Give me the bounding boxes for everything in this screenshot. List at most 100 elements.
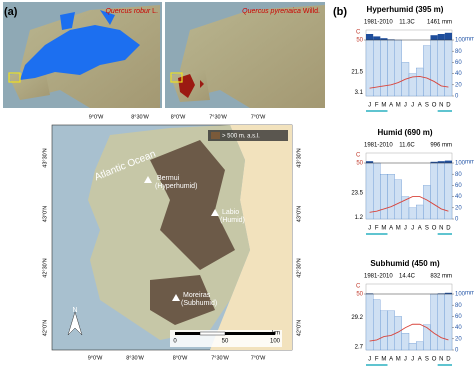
panel-label: (a) <box>4 6 18 18</box>
precip-bar <box>387 39 395 97</box>
period: 1981-2010 <box>364 143 393 149</box>
lon-label: 9°0'W <box>89 114 104 120</box>
precip-unit: mm <box>465 37 474 43</box>
month-label: S <box>425 103 429 109</box>
temp-unit: C <box>356 153 361 159</box>
mean-temp: 11.3C <box>399 20 415 26</box>
precip-tick-label: 60 <box>455 60 462 66</box>
month-label: J <box>411 103 414 109</box>
lat-label: 43°30'N <box>296 148 302 167</box>
month-label: D <box>446 103 451 109</box>
precip-tick-label: 0 <box>455 217 459 223</box>
month-label: M <box>396 226 401 232</box>
max-temp-label: 29.2 <box>351 315 363 321</box>
species: Quercus pyrenaica <box>242 8 301 15</box>
frost-strip <box>366 110 388 112</box>
precip-tick-label: 40 <box>455 325 462 331</box>
diagram-title: Humid (690 m) <box>377 128 432 137</box>
precip-bar <box>437 162 445 220</box>
month-label: N <box>439 226 443 232</box>
scale-unit: km <box>272 331 280 337</box>
lat-label: 43°0'N <box>42 206 48 222</box>
precip-excess <box>380 38 388 40</box>
month-label: A <box>389 103 393 109</box>
frost-strip <box>437 233 452 235</box>
precip-tick-label: 80 <box>455 172 462 178</box>
climate-diagrams: Hyperhumid (395 m) 1981-2010 11.3C 1461 mm 0… <box>351 5 474 366</box>
map-title: Quercus pyrenaica Willd. <box>242 8 320 15</box>
frost-strip <box>366 364 388 366</box>
lat-label: 43°0'N <box>296 206 302 222</box>
lon-label: 7°0'W <box>251 114 266 120</box>
temp-tick-label: 50 <box>356 292 363 298</box>
precip-bar <box>416 341 424 351</box>
precip-tick-label: 0 <box>455 348 459 354</box>
precip-tick-label: 60 <box>455 183 462 189</box>
annual-precip: 832 mm <box>430 274 452 280</box>
precip-bar <box>416 67 424 97</box>
period: 1981-2010 <box>364 274 393 280</box>
month-label: D <box>446 226 451 232</box>
precip-excess <box>444 292 452 294</box>
scale-label: 50 <box>222 339 229 345</box>
site-name: Labio <box>222 209 239 216</box>
month-label: F <box>375 357 379 363</box>
site-name: Bermui <box>157 175 180 182</box>
precip-bar <box>444 293 453 351</box>
month-label: S <box>425 357 429 363</box>
month-label: F <box>375 103 379 109</box>
precip-bar <box>394 179 402 220</box>
month-label: J <box>404 103 407 109</box>
map-galicia <box>51 124 293 351</box>
precip-bar <box>430 39 438 97</box>
precip-bar <box>387 310 395 351</box>
author: L. <box>152 8 158 15</box>
author: Willd. <box>303 8 320 15</box>
lat-label: 42°30'N <box>42 258 48 277</box>
max-temp-label: 21.5 <box>351 69 363 75</box>
precip-excess <box>437 161 445 163</box>
precip-tick-label: 20 <box>455 82 462 88</box>
month-label: M <box>396 103 401 109</box>
diagram-title: Subhumid (450 m) <box>370 259 440 268</box>
temp-tick-label: 50 <box>356 161 363 167</box>
legend-label: > 500 m. a.s.l. <box>222 134 260 140</box>
diagram-title: Hyperhumid (395 m) <box>367 5 444 14</box>
mean-temp: 11.6C <box>399 143 415 149</box>
precip-excess <box>430 35 438 40</box>
month-label: J <box>368 357 371 363</box>
month-label: F <box>375 226 379 232</box>
north-label: N <box>72 307 77 314</box>
precip-tick-label: 40 <box>455 71 462 77</box>
precip-bar <box>365 293 374 351</box>
precip-tick-label: 100 <box>455 292 466 298</box>
month-label: N <box>439 357 443 363</box>
temperature-line <box>369 196 449 213</box>
lon-label: 9°0'W <box>88 355 103 361</box>
month-label: M <box>381 103 386 109</box>
precip-bar <box>380 174 388 220</box>
site-zone: (Humid) <box>220 217 245 224</box>
lon-label: 8°30'W <box>131 114 149 120</box>
month-label: J <box>404 357 407 363</box>
month-label: A <box>418 103 422 109</box>
frost-strip <box>366 233 388 235</box>
precip-excess <box>366 161 374 163</box>
scale-label: 0 <box>173 339 177 345</box>
precip-tick-label: 0 <box>455 94 459 100</box>
precip-bar <box>416 204 424 220</box>
site-name: Moreiras <box>183 292 211 299</box>
lat-label: 43°30'N <box>42 148 48 167</box>
frost-strip <box>437 364 452 366</box>
temp-unit: C <box>356 30 361 36</box>
map-title: Quercus robur L. <box>105 8 158 15</box>
min-temp-label: 3.1 <box>355 90 364 96</box>
month-label: O <box>432 226 437 232</box>
month-label: J <box>368 103 371 109</box>
annual-precip: 996 mm <box>430 143 452 149</box>
precip-bar <box>437 293 445 351</box>
precip-tick-label: 80 <box>455 49 462 55</box>
month-label: A <box>418 226 422 232</box>
frost-strip <box>437 110 452 112</box>
